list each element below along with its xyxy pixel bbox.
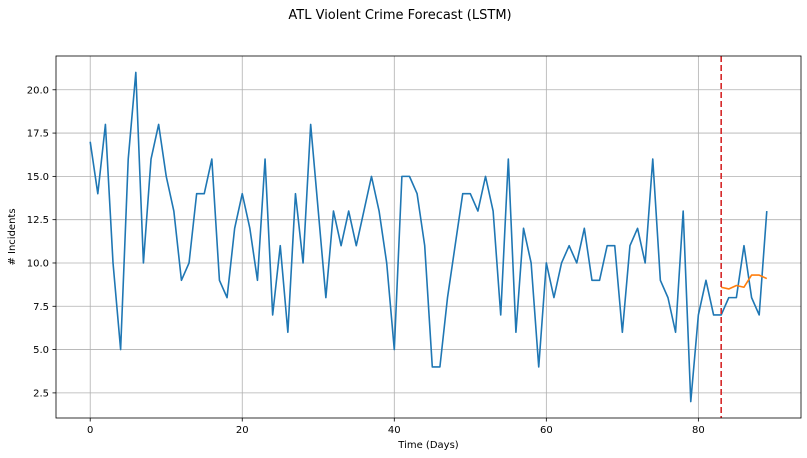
y-axis-label: # Incidents — [7, 208, 18, 265]
plot-frame — [55, 55, 802, 419]
chart-title: ATL Violent Crime Forecast (LSTM) — [288, 8, 511, 23]
series-layer — [89, 56, 768, 418]
x-tick-label: 0 — [87, 425, 93, 436]
y-tick-label: 10.0 — [27, 258, 49, 269]
x-axis-label: Time (Days) — [397, 440, 459, 451]
y-tick-label: 2.5 — [33, 388, 49, 399]
y-tick-label: 5.0 — [33, 345, 49, 356]
y-tick-label: 12.5 — [27, 215, 49, 226]
x-tick-label: 80 — [692, 425, 705, 436]
x-tick-label: 40 — [388, 425, 401, 436]
x-tick-label: 60 — [540, 425, 553, 436]
y-tick-label: 15.0 — [27, 172, 49, 183]
grid-lines — [56, 56, 801, 418]
y-tick-label: 17.5 — [27, 129, 49, 140]
axis-ticks: 0 20 40 60 80 2.5 5.0 7.5 10.0 12.5 15.0 17.5 20.0 — [27, 85, 705, 436]
series-line-forecast — [721, 274, 768, 290]
y-tick-label: 20.0 — [27, 85, 49, 96]
series-line-actual — [89, 71, 768, 403]
y-tick-label: 7.5 — [33, 302, 49, 313]
x-tick-label: 20 — [236, 425, 249, 436]
